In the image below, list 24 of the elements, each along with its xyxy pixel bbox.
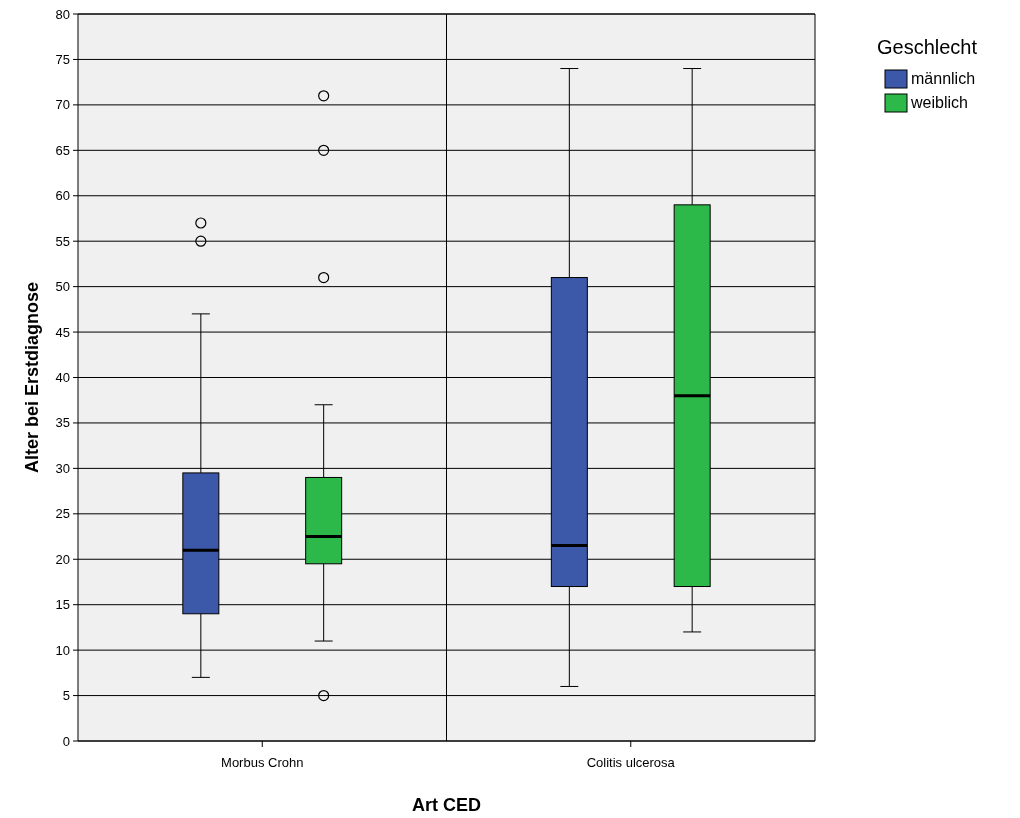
y-tick-label: 40 xyxy=(55,370,70,386)
y-tick-label: 75 xyxy=(55,51,70,67)
y-tick-label: 55 xyxy=(55,233,70,249)
legend-label: weiblich xyxy=(910,94,968,111)
y-axis-title: Alter bei Erstdiagnose xyxy=(22,281,42,474)
y-tick-label: 30 xyxy=(55,460,70,476)
y-tick-label: 45 xyxy=(55,324,70,340)
y-tick-label: 50 xyxy=(55,279,70,295)
legend-title: Geschlecht xyxy=(877,36,978,58)
y-tick-label: 65 xyxy=(55,142,70,158)
x-tick-label: Colitis ulcerosa xyxy=(586,755,676,770)
y-tick-label: 80 xyxy=(55,6,70,22)
y-tick-label: 70 xyxy=(55,97,70,113)
y-tick-label: 35 xyxy=(55,415,70,431)
y-tick-label: 15 xyxy=(55,597,70,613)
y-tick-label: 10 xyxy=(55,642,70,658)
y-tick-label: 60 xyxy=(55,188,70,204)
y-tick-label: 0 xyxy=(62,733,70,749)
x-tick-label: Morbus Crohn xyxy=(221,755,304,770)
y-tick-label: 5 xyxy=(62,688,70,704)
legend-label: männlich xyxy=(911,70,976,87)
y-tick-label: 20 xyxy=(55,551,70,567)
x-axis-title: Art CED xyxy=(411,795,482,815)
y-tick-label: 25 xyxy=(55,506,70,522)
